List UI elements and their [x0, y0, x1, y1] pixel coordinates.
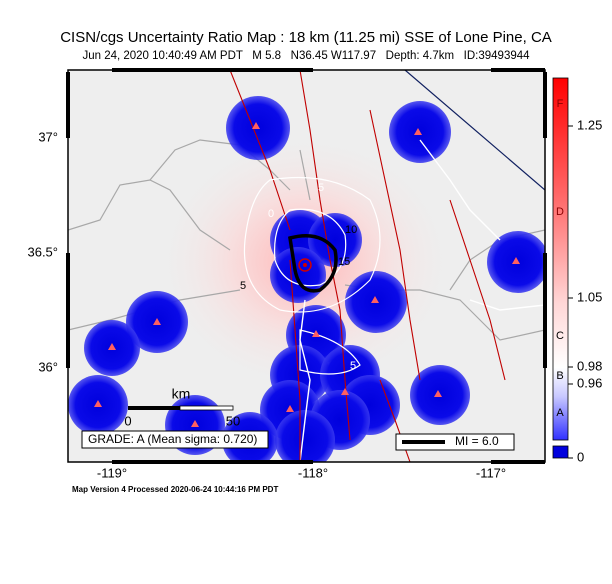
colorbar-label: 1.25: [577, 117, 602, 132]
footer: Map Version 4 Processed 2020-06-24 10:44…: [72, 485, 278, 494]
lon-label: -118°: [298, 465, 328, 480]
lon-label: -117°: [476, 465, 506, 480]
colorbar-zero: [552, 445, 569, 459]
title: CISN/cgs Uncertainty Ratio Map : 18 km (…: [60, 29, 552, 46]
mi-legend: MI = 6.0: [455, 434, 499, 448]
contour-label: 0: [268, 208, 274, 220]
grade-letter: F: [557, 98, 564, 110]
colorbar-label: 0: [577, 449, 584, 464]
contour-label: 15: [338, 256, 350, 268]
grade-letter: B: [556, 370, 563, 382]
colorbar-label: 1.05: [577, 289, 602, 304]
map: 5 10 15 0 5 5 km 0 50 GRADE: A (Mean sig…: [68, 70, 545, 462]
scale-label: 50: [226, 413, 240, 428]
colorbar-label: 0.98: [577, 358, 602, 373]
grade-letter: A: [556, 407, 564, 419]
grade: GRADE: A (Mean sigma: 0.720): [88, 432, 257, 446]
lat-label: 36.5°: [27, 244, 58, 259]
contour-label: 10: [345, 224, 357, 236]
colorbar-label: 0.96: [577, 375, 602, 390]
grade-letter: C: [556, 330, 564, 342]
scale-label: 0: [124, 413, 131, 428]
grade-letter: D: [556, 206, 564, 218]
contour-label: 5: [318, 182, 324, 194]
lat-label: 37°: [38, 129, 58, 144]
subtitle: Jun 24, 2020 10:40:49 AM PDT M 5.8 N36.4…: [82, 50, 530, 62]
contour-label: 5: [240, 280, 246, 292]
contour-label: 5: [350, 360, 356, 372]
lat-label: 36°: [38, 359, 58, 374]
scale-unit: km: [172, 386, 191, 402]
lon-label: -119°: [97, 465, 127, 480]
colorbar: [552, 77, 569, 441]
